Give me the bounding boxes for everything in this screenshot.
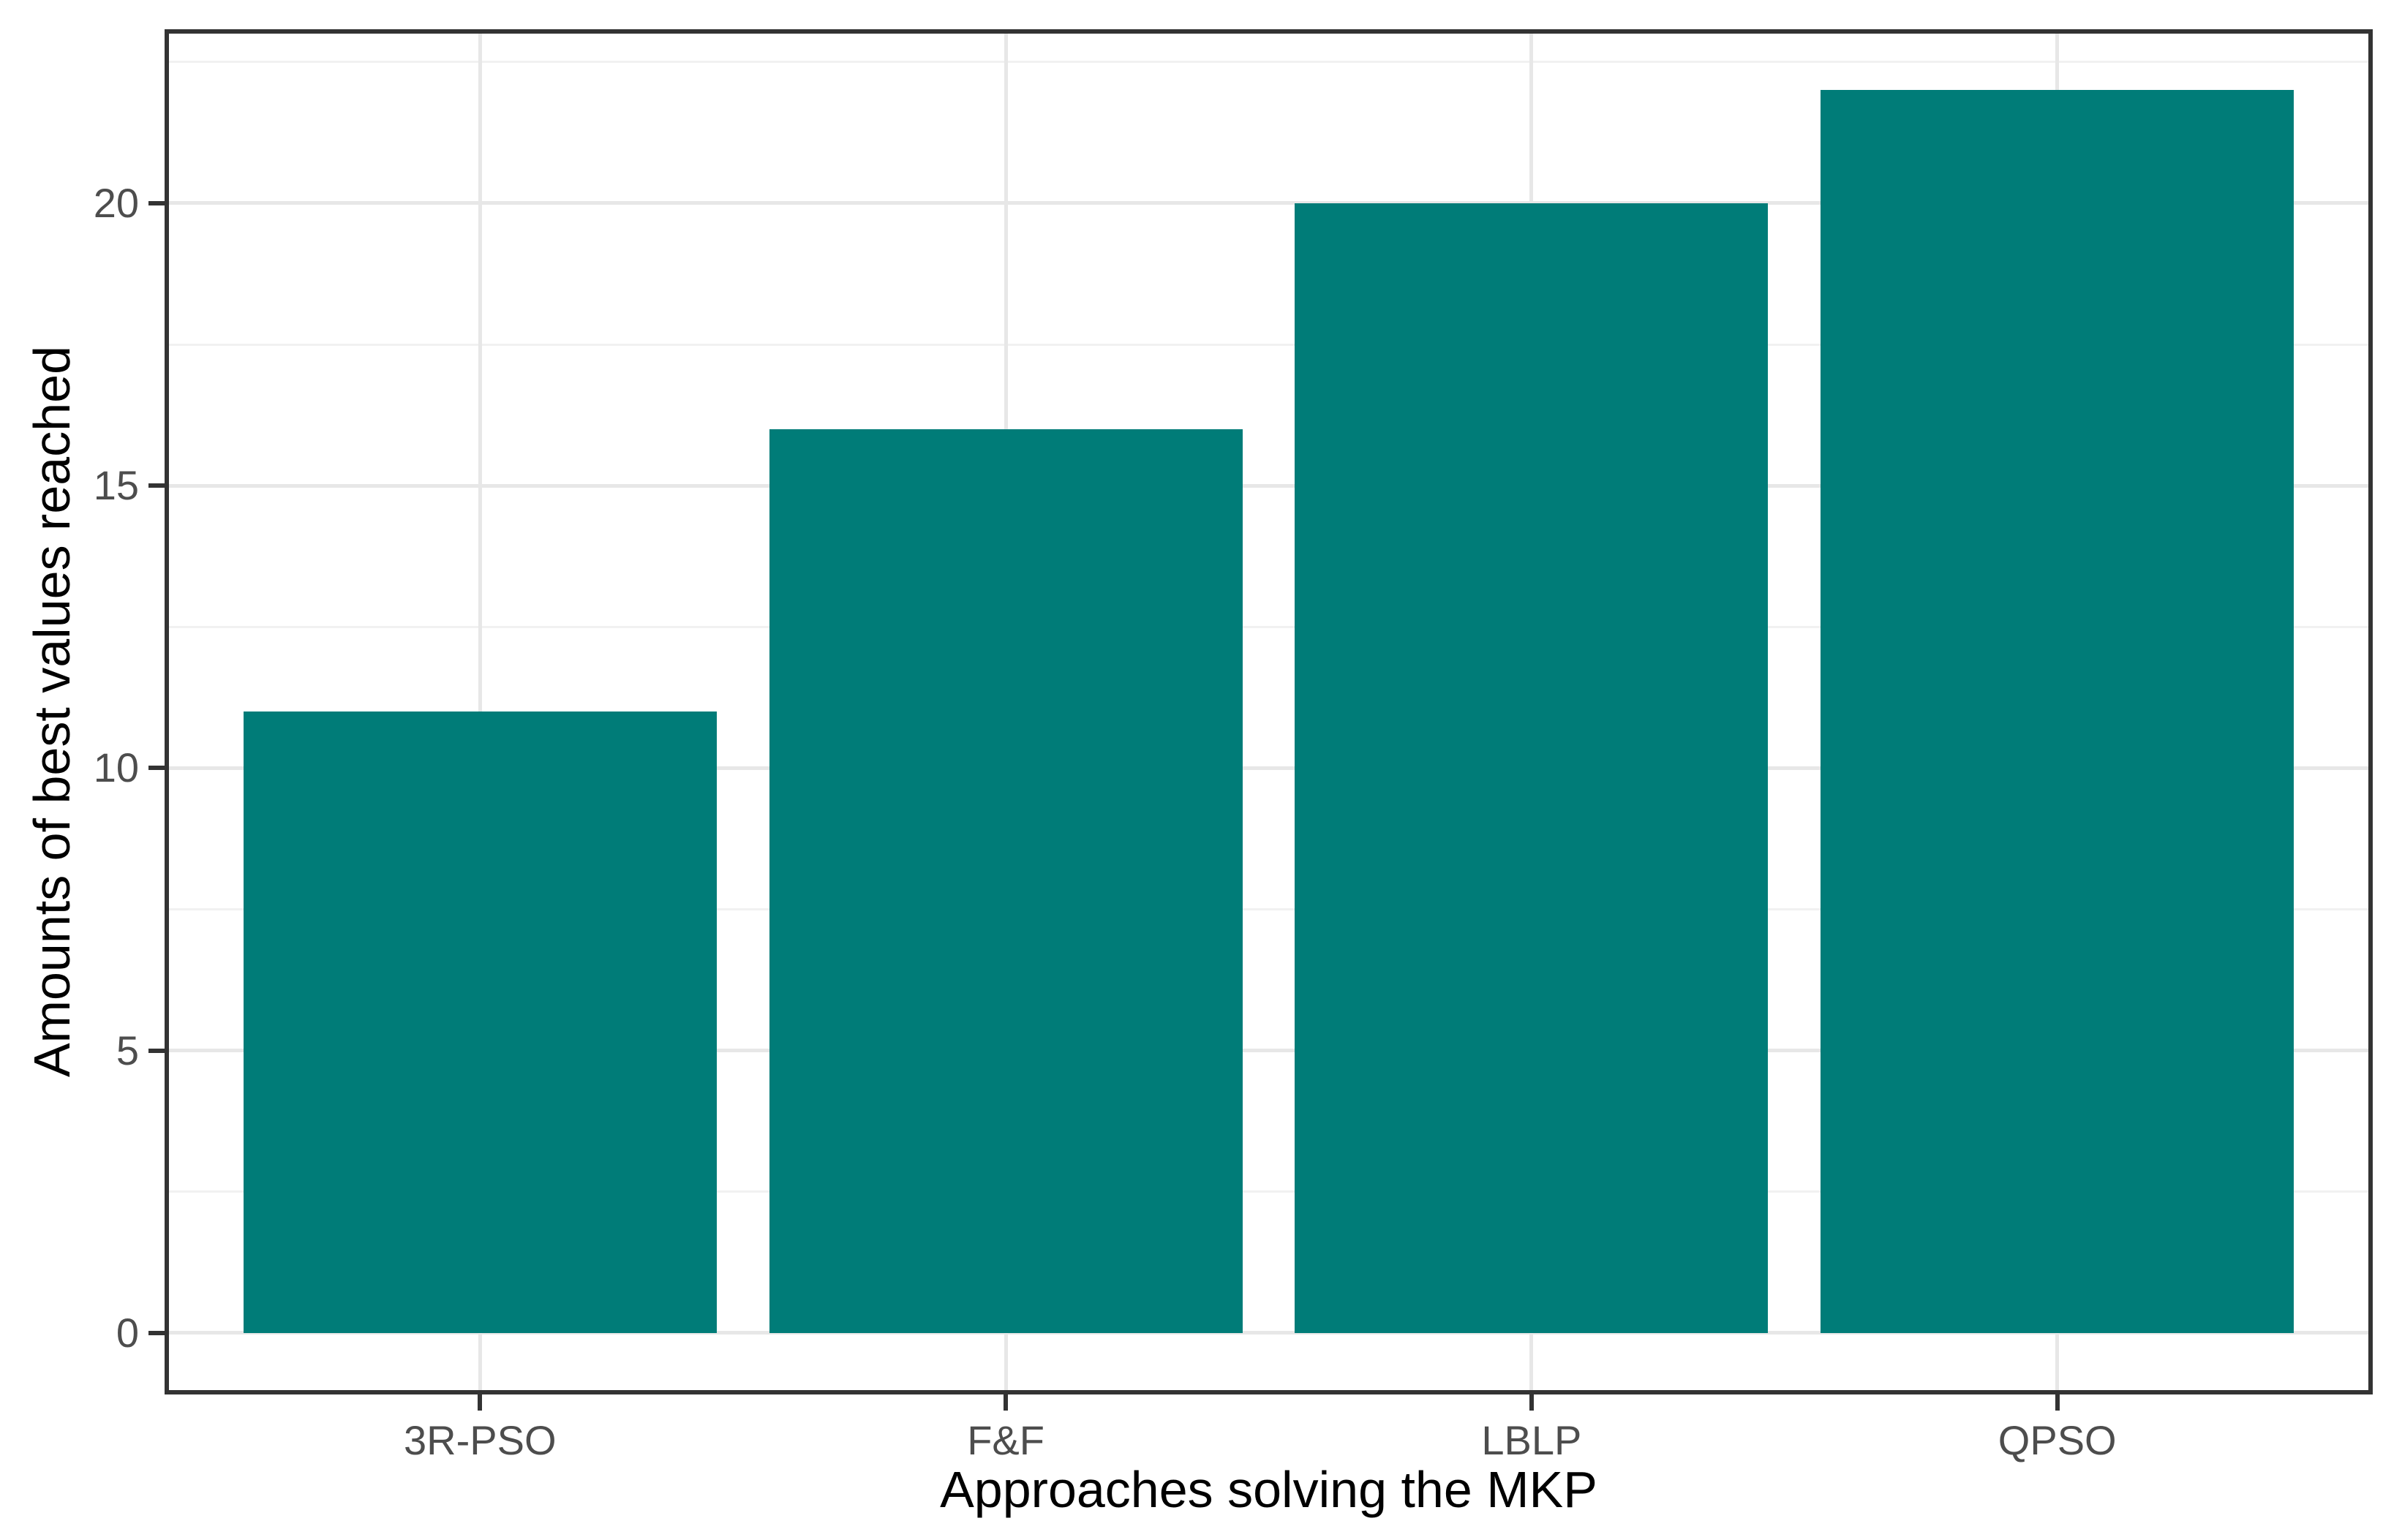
x-tick-mark — [1529, 1394, 1534, 1411]
y-axis-title: Amounts of best values reached — [19, 29, 85, 1394]
y-tick-mark — [148, 200, 165, 205]
gridline-y-minor — [165, 1190, 2373, 1193]
gridline-y-minor — [165, 61, 2373, 64]
x-tick-label: 3R-PSO — [404, 1417, 557, 1463]
gridline-y-major — [165, 1331, 2373, 1335]
gridline-y-major — [165, 201, 2373, 205]
gridline-y-major — [165, 766, 2373, 770]
bar-qpso — [1821, 90, 2294, 1333]
x-tick-label: F&F — [967, 1417, 1044, 1463]
x-axis-title: Approaches solving the MKP — [940, 1461, 1597, 1518]
bar-3r-pso — [243, 712, 717, 1333]
y-tick-label: 15 — [93, 462, 139, 509]
y-tick-label: 5 — [116, 1027, 139, 1073]
y-tick-mark — [148, 766, 165, 771]
y-tick-mark — [148, 1048, 165, 1053]
y-tick-mark — [148, 483, 165, 488]
bar-f-f — [769, 429, 1243, 1333]
y-axis-title-text: Amounts of best values reached — [23, 346, 80, 1078]
x-tick-label: LBLP — [1481, 1417, 1582, 1463]
y-tick-label: 10 — [93, 744, 139, 791]
gridline-y-minor — [165, 907, 2373, 910]
bar-layer — [165, 29, 2373, 1394]
plot-panel — [165, 29, 2373, 1394]
gridline-y-minor — [165, 343, 2373, 346]
x-tick-mark — [478, 1394, 483, 1411]
gridline-y-major — [165, 483, 2373, 488]
y-tick-label: 0 — [116, 1309, 139, 1356]
bar-lblp — [1295, 203, 1769, 1333]
gridline-y-major — [165, 1049, 2373, 1053]
gridline-y-minor — [165, 625, 2373, 628]
y-tick-label: 20 — [93, 179, 139, 226]
x-tick-label: QPSO — [1998, 1417, 2117, 1463]
x-tick-mark — [2055, 1394, 2060, 1411]
x-tick-mark — [1004, 1394, 1009, 1411]
y-tick-mark — [148, 1330, 165, 1335]
